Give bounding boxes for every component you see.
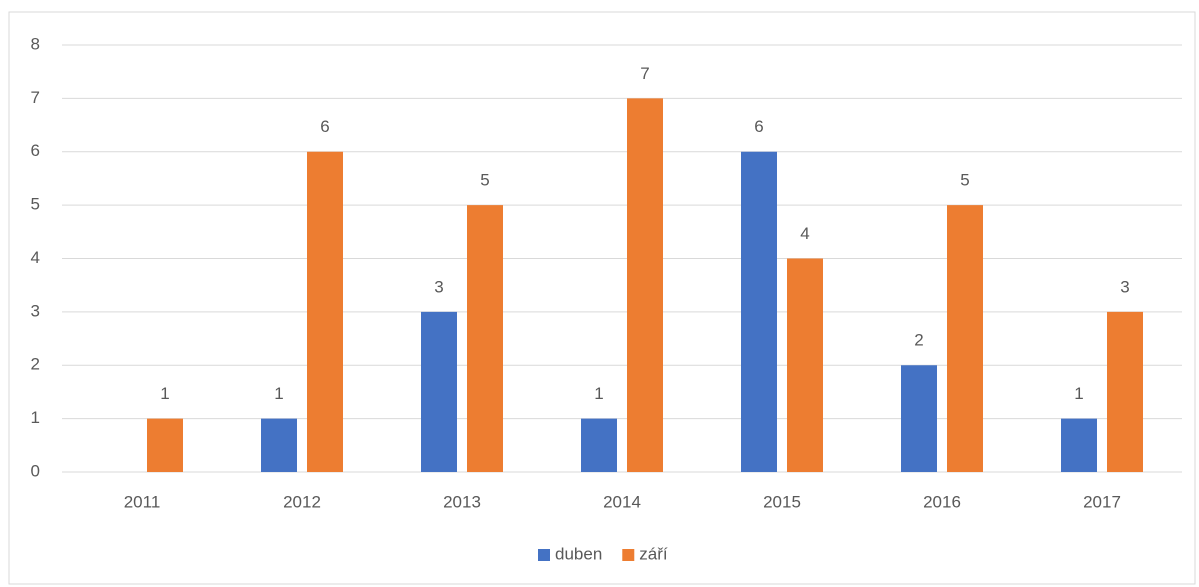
x-tick-label: 2013 [443,492,481,511]
legend-label: duben [555,544,602,563]
x-tick-label: 2012 [283,492,321,511]
data-label: 6 [754,117,763,136]
x-tick-label: 2015 [763,492,801,511]
bar [1107,311,1143,472]
bar [627,98,663,472]
bar [147,418,183,472]
bar [787,258,823,472]
data-label: 5 [960,171,969,190]
y-tick-label: 3 [31,301,40,320]
y-tick-label: 8 [31,34,40,53]
y-tick-label: 1 [31,408,40,427]
data-label: 1 [1074,384,1083,403]
bar [581,418,617,472]
data-label: 3 [434,277,443,296]
bar [467,205,503,472]
data-label: 5 [480,171,489,190]
y-tick-label: 6 [31,141,40,160]
x-tick-label: 2011 [124,492,161,511]
y-tick-label: 7 [31,88,40,107]
bar [261,418,297,472]
data-label: 3 [1120,277,1129,296]
x-tick-label: 2014 [603,492,641,511]
legend-swatch [538,549,550,561]
data-label: 1 [160,384,169,403]
chart-border [8,11,1196,585]
y-tick-label: 2 [31,355,40,374]
bar [1061,418,1097,472]
y-tick-label: 4 [31,248,40,267]
y-tick-label: 5 [31,195,40,214]
legend-label: září [639,544,668,563]
data-label: 1 [594,384,603,403]
data-label: 2 [914,331,923,350]
x-tick-label: 2016 [923,492,961,511]
bar [741,151,777,472]
data-label: 7 [640,64,649,83]
x-tick-label: 2017 [1083,492,1121,511]
data-label: 4 [800,224,809,243]
bar [947,205,983,472]
bar [901,365,937,472]
y-tick-label: 0 [31,461,40,480]
legend-swatch [622,549,635,561]
bar [307,151,343,472]
data-label: 1 [274,384,283,403]
data-label: 6 [320,117,329,136]
bar [421,311,457,472]
